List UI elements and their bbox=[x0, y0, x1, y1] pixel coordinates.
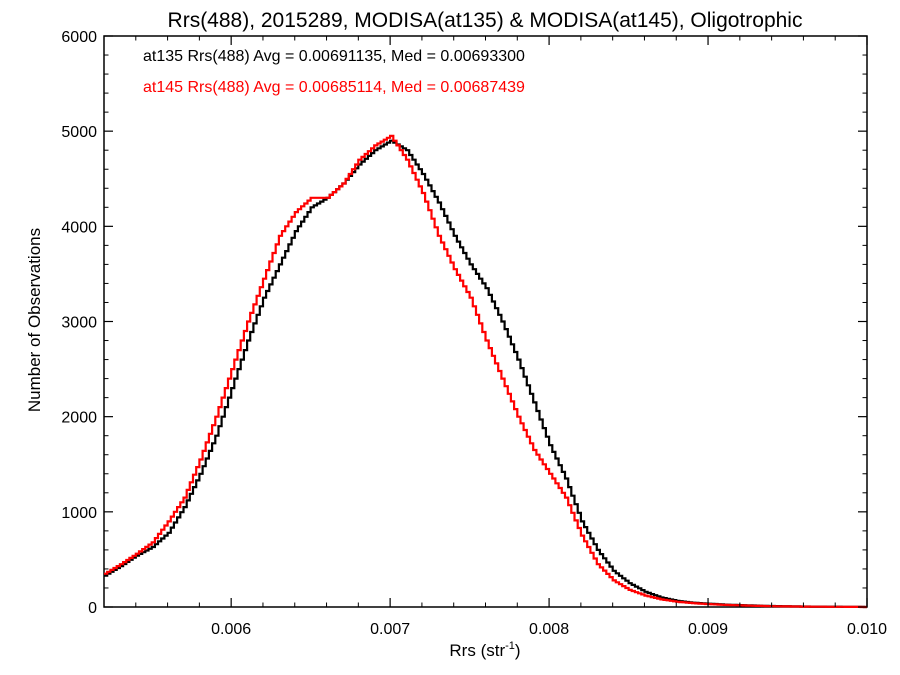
series-line-at135 bbox=[104, 139, 867, 609]
y-tick-label: 3000 bbox=[61, 315, 97, 332]
series-line-at145 bbox=[104, 134, 867, 609]
x-tick-label: 0.010 bbox=[847, 621, 887, 638]
y-tick-label: 0 bbox=[88, 600, 97, 617]
x-axis-label: Rrs (str-1) bbox=[449, 640, 520, 660]
legend-entry-at135: at135 Rrs(488) Avg = 0.00691135, Med = 0… bbox=[143, 48, 525, 65]
series-layer bbox=[104, 134, 867, 609]
y-tick-label: 4000 bbox=[61, 219, 97, 236]
x-axis-ticks: 0.006 0.007 0.008 0.009 0.010 bbox=[103, 36, 887, 638]
y-axis-label: Number of Observations bbox=[25, 228, 44, 412]
chart-title: Rrs(488), 2015289, MODISA(at135) & MODIS… bbox=[168, 9, 803, 32]
y-axis-ticks: 0 1000 2000 3000 4000 5000 6000 bbox=[61, 29, 867, 617]
y-tick-label: 2000 bbox=[61, 410, 97, 427]
x-tick-label: 0.008 bbox=[529, 621, 569, 638]
y-tick-label: 6000 bbox=[61, 29, 97, 46]
x-tick-label: 0.007 bbox=[370, 621, 410, 638]
x-tick-label: 0.006 bbox=[211, 621, 251, 638]
y-tick-label: 1000 bbox=[61, 505, 97, 522]
legend-entry-at145: at145 Rrs(488) Avg = 0.00685114, Med = 0… bbox=[143, 79, 525, 96]
x-axis-label-superscript: -1 bbox=[505, 640, 515, 652]
plot-border bbox=[103, 35, 868, 608]
y-tick-label: 5000 bbox=[61, 124, 97, 141]
x-tick-label: 0.009 bbox=[688, 621, 728, 638]
plot-frame bbox=[103, 35, 868, 608]
